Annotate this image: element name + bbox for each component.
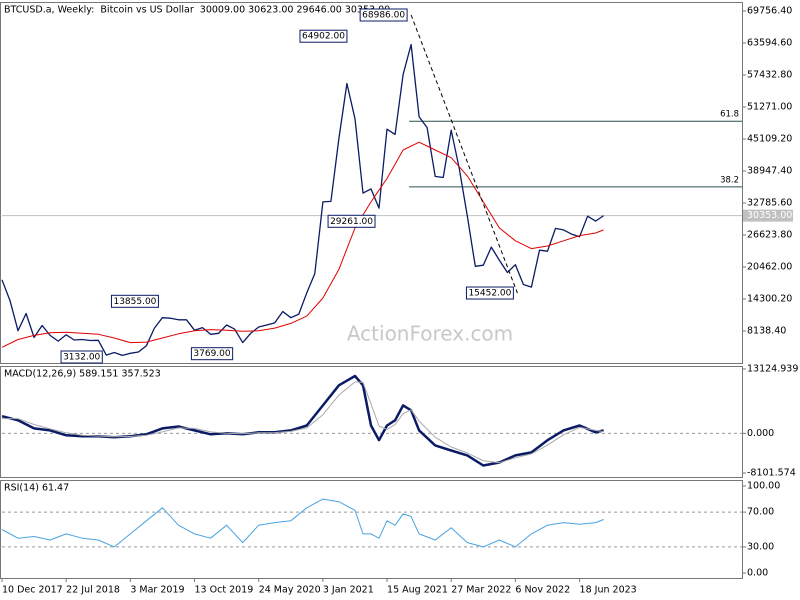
- y-tick-label: 38947.40: [747, 165, 792, 176]
- x-tick-label: 3 Jan 2021: [323, 585, 374, 596]
- annotation-label: 68986.00: [362, 10, 405, 20]
- panel-title: RSI(14) 61.47: [4, 483, 69, 494]
- x-tick-label: 18 Jun 2023: [580, 585, 637, 596]
- x-tick-label: 15 Aug 2021: [387, 585, 448, 596]
- series-line: [1, 43, 604, 357]
- y-tick-label: 45109.20: [747, 133, 792, 144]
- panel-title: BTCUSD.a, Weekly: Bitcoin vs US Dollar 3…: [4, 5, 390, 16]
- trend-line: [410, 14, 518, 294]
- annotation-label: 3132.00: [63, 353, 100, 363]
- y-tick-label: 26623.80: [747, 230, 792, 241]
- y-tick-label: 0.00: [747, 568, 768, 579]
- annotation-label: 13855.00: [113, 297, 156, 307]
- annotation-box: [465, 286, 514, 300]
- series-line: [1, 498, 604, 548]
- annotation-box: [299, 29, 348, 43]
- fib-label: 61.8: [720, 110, 739, 120]
- main-panel-frame: [0, 2, 743, 364]
- annotation-label: 15452.00: [468, 289, 511, 299]
- annotation-label: 3769.00: [193, 349, 230, 359]
- last-price-box: [743, 209, 793, 222]
- x-tick-label: 6 Nov 2022: [515, 585, 570, 596]
- y-tick-label: 51271.00: [747, 101, 792, 112]
- y-tick-label: 14300.20: [747, 294, 792, 305]
- rsi-panel-frame: [0, 480, 743, 579]
- y-tick-label: -8101.574: [747, 468, 796, 479]
- x-tick-label: 24 May 2020: [259, 585, 321, 596]
- watermark: ActionForex.com: [347, 322, 513, 346]
- x-tick-label: 13 Oct 2019: [195, 585, 254, 596]
- x-tick-label: 27 Mar 2022: [451, 585, 511, 596]
- y-tick-label: 70.00: [747, 507, 774, 518]
- last-price-label: 30353.00: [747, 210, 792, 221]
- y-tick-label: 63594.60: [747, 37, 792, 48]
- x-tick-label: 22 Jul 2018: [66, 585, 120, 596]
- series-line: [1, 141, 604, 348]
- annotation-box: [190, 347, 234, 361]
- series-line: [2, 381, 604, 464]
- y-tick-label: 0.000: [747, 428, 774, 439]
- y-tick-label: 8138.40: [747, 326, 786, 337]
- y-tick-label: 57432.80: [747, 69, 792, 80]
- y-tick-label: 13124.939: [747, 364, 798, 375]
- y-tick-label: 100.00: [747, 481, 780, 492]
- annotation-box: [327, 214, 376, 228]
- panel-title: MACD(12,26,9) 589.151 357.523: [4, 369, 161, 380]
- y-tick-label: 32785.60: [747, 198, 792, 209]
- annotation-box: [110, 294, 159, 308]
- fib-label: 38.2: [720, 175, 739, 185]
- x-tick-label: 3 Mar 2019: [130, 585, 184, 596]
- y-tick-label: 69756.40: [747, 5, 792, 16]
- annotation-label: 29261.00: [330, 217, 373, 227]
- x-tick-label: 10 Dec 2017: [2, 585, 63, 596]
- y-tick-label: 20462.00: [747, 262, 792, 273]
- annotation-box: [60, 350, 103, 364]
- macd-panel-frame: [0, 366, 743, 478]
- y-tick-label: 30.00: [747, 541, 774, 552]
- annotation-box: [359, 8, 408, 22]
- annotation-label: 64902.00: [302, 32, 345, 42]
